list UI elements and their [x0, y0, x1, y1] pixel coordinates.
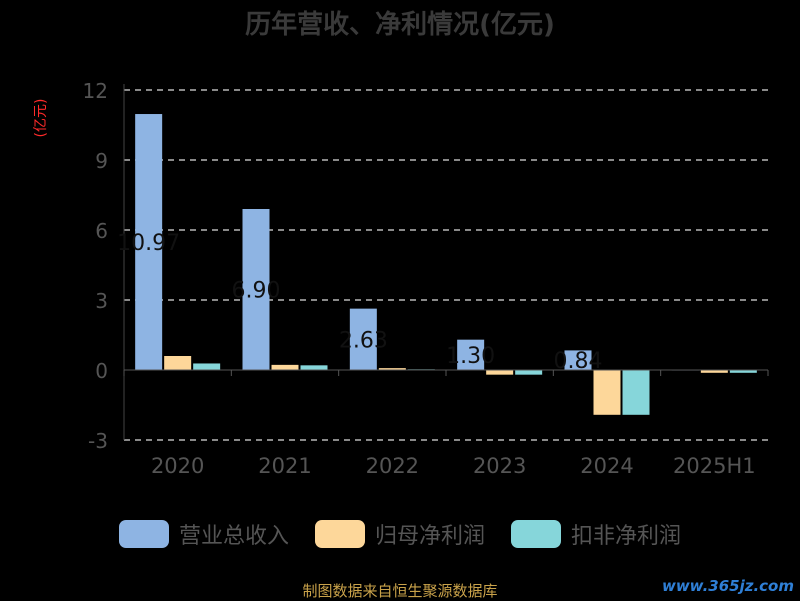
data-label: 0.84 [554, 349, 603, 374]
bar-2020-series-2 [193, 363, 221, 370]
y-tick-label: 9 [95, 149, 108, 173]
legend-swatch-net-profit [314, 520, 365, 548]
data-label: 1.30 [446, 344, 495, 369]
x-tick-label: 2025H1 [673, 454, 756, 478]
legend-swatch-deducted-profit [511, 520, 561, 548]
bar-2025H1-series-2 [729, 370, 757, 373]
bar-2024-series-0 [564, 350, 592, 370]
bar-2024-series-1 [593, 370, 621, 415]
data-label: 10.97 [117, 231, 180, 256]
y-tick-label: -3 [88, 429, 108, 453]
watermark: www.365jz.com [661, 577, 794, 595]
legend-swatch-revenue [118, 520, 169, 548]
legend-item-deducted-profit[interactable]: 扣非净利润 [511, 518, 681, 550]
bar-2024-series-2 [622, 370, 650, 415]
legend-label-net-profit: 归母净利润 [374, 524, 485, 549]
data-label: 6.90 [232, 279, 281, 304]
y-tick-label: 3 [95, 289, 108, 313]
chart-title: 历年营收、净利情况(亿元) [245, 10, 555, 40]
legend: 营业总收入 归母净利润 扣非净利润 [0, 518, 800, 550]
legend-label-deducted-profit: 扣非净利润 [571, 524, 682, 549]
bar-2022-series-1 [378, 368, 406, 370]
bar-2022-series-0 [349, 308, 377, 370]
x-tick-label: 2020 [151, 454, 204, 478]
x-tick-label: 2021 [258, 454, 311, 478]
data-label: 2.63 [339, 328, 388, 353]
bar-2021-series-2 [300, 365, 328, 370]
legend-item-net-profit[interactable]: 归母净利润 [314, 518, 485, 550]
y-tick-label: 12 [83, 79, 108, 103]
x-tick-label: 2023 [473, 454, 526, 478]
bar-2023-series-0 [457, 339, 485, 370]
bar-2025H1-series-1 [700, 370, 728, 373]
bar-2023-series-2 [515, 370, 543, 375]
legend-item-revenue[interactable]: 营业总收入 [118, 518, 289, 550]
y-tick-label: 6 [95, 219, 108, 243]
data-source-note: 制图数据来自恒生聚源数据库 [302, 582, 498, 600]
bar-2020-series-0 [135, 114, 163, 371]
bar-2021-series-1 [271, 364, 299, 370]
bar-2020-series-1 [164, 356, 192, 370]
legend-label-revenue: 营业总收入 [178, 524, 289, 549]
bar-2021-series-0 [242, 209, 270, 370]
bar-2023-series-1 [486, 370, 514, 375]
y-tick-label: 0 [95, 359, 108, 383]
x-tick-label: 2022 [366, 454, 419, 478]
x-tick-label: 2024 [580, 454, 633, 478]
